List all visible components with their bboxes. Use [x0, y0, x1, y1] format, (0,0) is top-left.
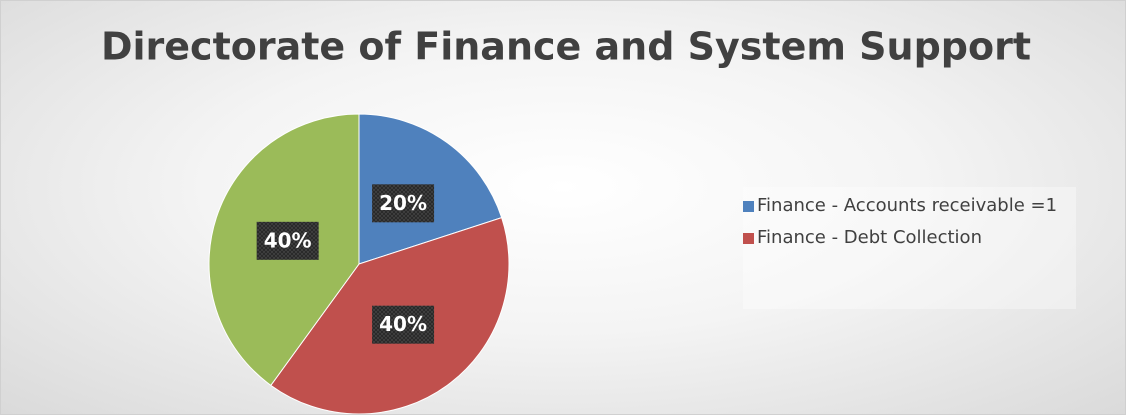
chart-title: Directorate of Finance and System Suppor… [101, 25, 1031, 69]
legend: Finance - Accounts receivable =1 Finance … [743, 187, 1076, 309]
legend-swatch [743, 233, 754, 244]
data-label-box [256, 221, 319, 260]
legend-label: Finance - Debt Collection [757, 227, 982, 248]
data-label-box [372, 184, 435, 223]
legend-label: Finance - Accounts receivable =1 [757, 195, 1058, 216]
legend-entry: Finance - Accounts receivable =1 [743, 193, 1077, 219]
data-label: 40% [264, 228, 312, 252]
legend-swatch [743, 201, 754, 212]
data-label: 40% [379, 312, 427, 336]
data-label-box [372, 305, 435, 344]
legend-entry: Finance - Debt Collection [743, 225, 1077, 251]
data-label: 20% [379, 191, 427, 215]
